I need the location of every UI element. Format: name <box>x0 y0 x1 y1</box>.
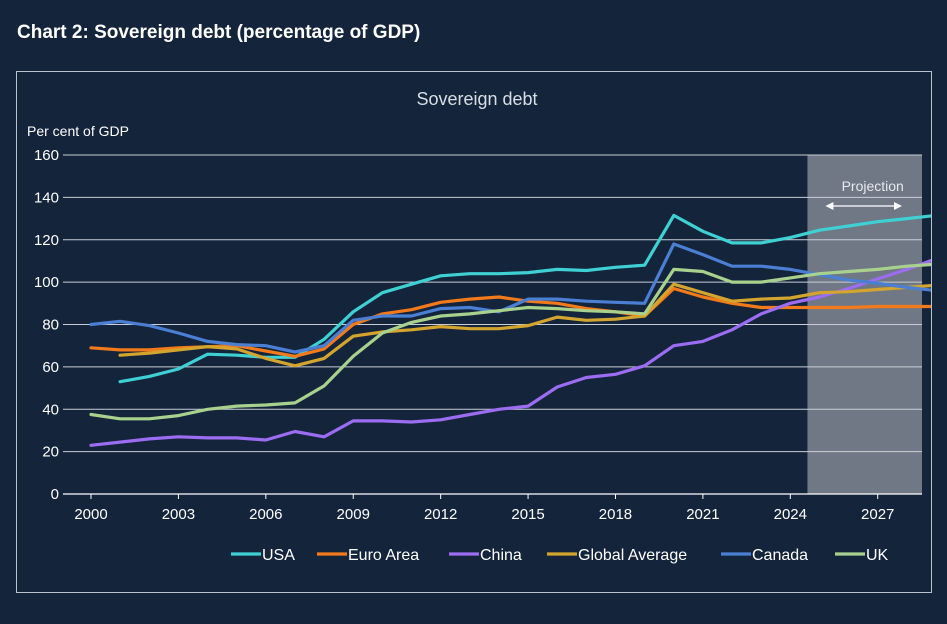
x-tick-label: 2009 <box>337 506 370 523</box>
series-line-euro-area <box>89 286 931 358</box>
x-tick-label: 2024 <box>774 506 807 523</box>
legend-item-global-average: Global Average <box>547 547 687 564</box>
series-lines <box>89 213 931 447</box>
chart-title: Sovereign debt <box>416 89 537 109</box>
page-title: Chart 2: Sovereign debt (percentage of G… <box>17 22 421 43</box>
axes: 0 20 40 60 80 100 120 140 160 2000 2003 2006 2009 201… <box>34 147 922 523</box>
legend-item-canada: Canada <box>721 547 808 564</box>
y-tick-label: 100 <box>34 274 59 291</box>
y-axis-label: Per cent of GDP <box>27 123 129 139</box>
x-tick-label: 2018 <box>599 506 632 523</box>
legend-label: China <box>480 547 522 564</box>
chart-frame: Sovereign debt Per cent of GDP Projectio… <box>16 71 932 593</box>
projection-label: Projection <box>842 178 904 194</box>
y-tick-label: 0 <box>51 486 59 503</box>
x-tick-label: 2000 <box>74 506 107 523</box>
legend-item-uk: UK <box>835 547 889 564</box>
legend-label: UK <box>866 547 889 564</box>
series-line-global-average <box>118 282 931 368</box>
y-tick-label: 160 <box>34 147 59 164</box>
x-tick-label: 2012 <box>424 506 457 523</box>
x-tick-label: 2003 <box>162 506 195 523</box>
y-tick-label: 140 <box>34 189 59 206</box>
legend-label: Euro Area <box>348 547 419 564</box>
legend-label: Global Average <box>578 547 687 564</box>
y-tick-label: 40 <box>42 401 59 418</box>
x-tick-label: 2006 <box>249 506 282 523</box>
x-tick-label: 2021 <box>686 506 719 523</box>
x-tick-label: 2027 <box>861 506 894 523</box>
legend-label: USA <box>262 547 295 564</box>
projection-arrow-right <box>894 202 902 210</box>
y-tick-label: 80 <box>42 317 59 334</box>
y-tick-label: 60 <box>42 359 59 376</box>
legend: USA Euro Area China Global Average Canada UK <box>231 547 889 564</box>
series-line-uk <box>89 262 931 421</box>
x-tick-label: 2015 <box>511 506 544 523</box>
projection-arrow-left <box>825 202 834 210</box>
y-tick-label: 120 <box>34 232 59 249</box>
legend-item-usa: USA <box>231 547 295 564</box>
series-line-china <box>89 258 931 447</box>
y-tick-label: 20 <box>42 444 59 461</box>
chart-svg: Sovereign debt Per cent of GDP Projectio… <box>27 89 931 564</box>
legend-label: Canada <box>752 547 808 564</box>
series-line-canada <box>89 242 931 354</box>
legend-item-euro-area: Euro Area <box>317 547 419 564</box>
legend-item-china: China <box>449 547 522 564</box>
